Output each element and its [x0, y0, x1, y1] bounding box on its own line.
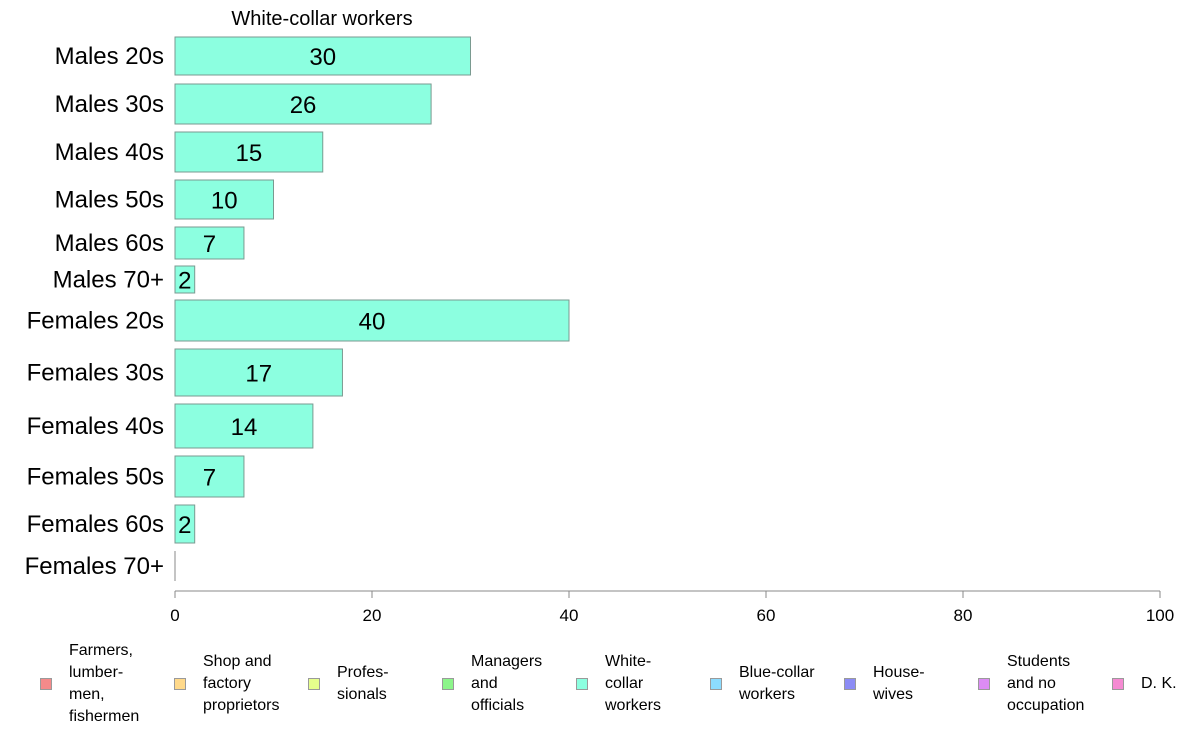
- bar: [174, 83, 432, 125]
- x-tick-label: 100: [1146, 606, 1174, 625]
- category-label: Females 40s: [27, 413, 164, 440]
- value-label: 2: [178, 512, 191, 539]
- chart: White-collar workers Males 20s 30 Males 30…: [25, 8, 1175, 625]
- category-label: Males 70+: [53, 267, 164, 294]
- legend-label: D. K.: [1141, 675, 1177, 692]
- value-label: 30: [309, 44, 336, 71]
- legend-item: Students and no occupation: [978, 640, 1112, 730]
- legend-swatch: [710, 678, 722, 690]
- value-label: 7: [203, 465, 216, 492]
- value-label: 15: [236, 140, 263, 167]
- bar: [174, 403, 314, 449]
- bar: [174, 455, 245, 498]
- category-label: Males 50s: [55, 187, 164, 214]
- legend-swatch: [40, 678, 52, 690]
- bar: [174, 36, 471, 76]
- x-tick-label: 20: [363, 606, 382, 625]
- legend-item: Managers and officials: [442, 640, 576, 730]
- legend-swatch: [576, 678, 588, 690]
- legend-item: D. K.: [1112, 640, 1188, 730]
- category-label: Males 30s: [55, 91, 164, 118]
- legend-swatch: [978, 678, 990, 690]
- legend-item: Shop and factory proprietors: [174, 640, 308, 730]
- bar: [174, 348, 343, 397]
- category-label: Males 60s: [55, 230, 164, 257]
- bar: [174, 265, 196, 294]
- legend-item: Profes- sionals: [308, 640, 442, 730]
- bar: [174, 179, 274, 220]
- value-label: 7: [203, 231, 216, 258]
- category-label: Females 70+: [25, 553, 164, 580]
- value-label: 2: [178, 268, 191, 295]
- bar: [174, 226, 245, 260]
- x-tick-label: 0: [170, 606, 179, 625]
- legend-swatch: [308, 678, 320, 690]
- legend-label: White- collar workers: [605, 653, 662, 714]
- x-tick-label: 60: [757, 606, 776, 625]
- legend-swatch: [1112, 678, 1124, 690]
- bar: [174, 131, 324, 173]
- legend-label: Shop and factory proprietors: [203, 653, 280, 714]
- legend-item: White- collar workers: [576, 640, 710, 730]
- category-label: Males 40s: [55, 139, 164, 166]
- value-label: 17: [245, 361, 272, 388]
- legend-label: Students and no occupation: [1007, 653, 1085, 714]
- legend-label: Managers and officials: [471, 653, 543, 714]
- category-label: Females 20s: [27, 308, 164, 335]
- bar: [174, 504, 196, 544]
- legend-label: Profes- sionals: [337, 664, 389, 703]
- legend-label: House- wives: [873, 664, 925, 703]
- legend-swatch: [442, 678, 454, 690]
- value-label: 26: [290, 92, 317, 119]
- x-tick-label: 80: [954, 606, 973, 625]
- legend-label: Blue-collar workers: [739, 664, 815, 703]
- legend-item: Farmers, lumber- men, fishermen: [40, 640, 174, 730]
- legend-swatch: [844, 678, 856, 690]
- legend-item: House- wives: [844, 640, 978, 730]
- chart-title: White-collar workers: [231, 8, 412, 30]
- legend: Farmers, lumber- men, fishermen Shop and …: [0, 640, 1188, 736]
- legend-label: Farmers, lumber- men, fishermen: [69, 642, 140, 725]
- legend-swatch: [174, 678, 186, 690]
- value-label: 40: [359, 309, 386, 336]
- value-label: 10: [211, 188, 238, 215]
- legend-item: Blue-collar workers: [710, 640, 844, 730]
- x-tick-label: 40: [560, 606, 579, 625]
- category-label: Males 20s: [55, 43, 164, 70]
- bar: [174, 299, 570, 342]
- value-label: 14: [231, 414, 258, 441]
- category-label: Females 30s: [27, 360, 164, 387]
- category-label: Females 60s: [27, 511, 164, 538]
- category-label: Females 50s: [27, 464, 164, 491]
